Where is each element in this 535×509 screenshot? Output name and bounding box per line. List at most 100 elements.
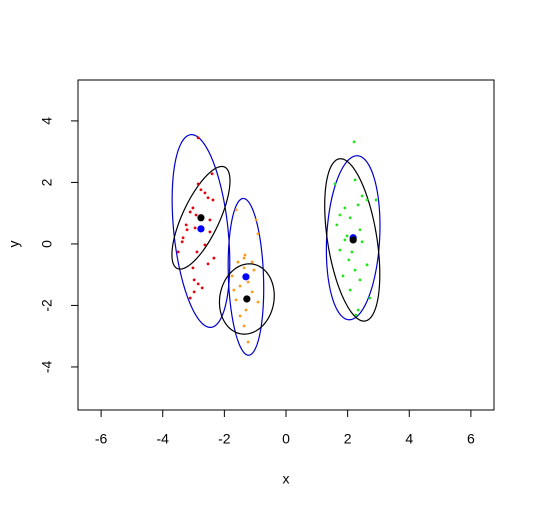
- x-tick-label: -4: [157, 431, 170, 447]
- point: [234, 208, 238, 212]
- point: [353, 178, 357, 182]
- y-tick-label: 2: [39, 178, 55, 186]
- y-tick-label: -4: [39, 361, 55, 374]
- point: [203, 191, 207, 195]
- point: [176, 250, 180, 254]
- point: [244, 308, 248, 312]
- point: [345, 234, 349, 238]
- x-tick-label: 2: [344, 431, 352, 447]
- point: [194, 213, 198, 217]
- point: [356, 203, 360, 207]
- point: [353, 268, 357, 272]
- y-axis-label: y: [6, 241, 22, 248]
- point: [191, 266, 195, 270]
- point: [333, 182, 337, 186]
- point: [193, 226, 197, 230]
- point: [243, 253, 247, 257]
- point: [335, 223, 339, 227]
- point: [242, 324, 246, 328]
- point: [238, 314, 242, 318]
- point: [203, 243, 207, 247]
- point: [360, 240, 364, 244]
- y-tick-label: -2: [39, 299, 55, 312]
- center-point: [242, 273, 250, 281]
- point: [232, 288, 236, 292]
- point: [196, 282, 200, 286]
- y-tick-label: 4: [39, 117, 55, 125]
- point: [360, 194, 364, 198]
- x-tick-label: 6: [467, 431, 475, 447]
- point: [208, 218, 212, 222]
- point: [236, 260, 240, 264]
- ellipse: [324, 158, 381, 322]
- point: [206, 196, 210, 200]
- x-tick-label: 4: [405, 431, 413, 447]
- plot-box: [77, 79, 495, 411]
- point: [246, 280, 250, 284]
- point: [196, 136, 200, 140]
- ellipse: [227, 197, 265, 356]
- point: [211, 198, 215, 202]
- point: [365, 198, 369, 202]
- point: [350, 250, 354, 254]
- point: [238, 284, 242, 288]
- center-point: [197, 214, 205, 222]
- point: [246, 340, 250, 344]
- point: [196, 182, 200, 186]
- x-axis-label: x: [283, 471, 290, 487]
- point: [188, 296, 192, 300]
- point: [354, 313, 358, 317]
- point: [185, 228, 189, 232]
- point: [356, 308, 360, 312]
- point: [184, 223, 188, 227]
- point: [212, 256, 216, 260]
- y-tick-label: 0: [39, 240, 55, 248]
- point: [256, 300, 260, 304]
- point: [250, 260, 254, 264]
- point: [338, 248, 342, 252]
- point: [242, 266, 246, 270]
- center-point: [197, 225, 205, 233]
- ellipse: [171, 134, 231, 328]
- point: [200, 286, 204, 290]
- point: [250, 290, 254, 294]
- point: [347, 258, 351, 262]
- center-point: [243, 295, 251, 303]
- point: [191, 206, 195, 210]
- point: [343, 206, 347, 210]
- point: [252, 268, 256, 272]
- point: [195, 250, 199, 254]
- point: [181, 236, 185, 240]
- point: [199, 188, 203, 192]
- point: [341, 274, 345, 278]
- point: [358, 278, 362, 282]
- point: [358, 228, 362, 232]
- ellipse: [325, 155, 381, 321]
- point: [192, 278, 196, 282]
- point: [374, 198, 378, 202]
- point: [348, 216, 352, 220]
- point: [254, 218, 258, 222]
- point: [192, 290, 196, 294]
- x-tick-label: -2: [218, 431, 231, 447]
- ellipse: [218, 263, 275, 335]
- point: [256, 232, 260, 236]
- point: [206, 262, 210, 266]
- point: [234, 298, 238, 302]
- center-point: [349, 236, 357, 244]
- point: [230, 274, 234, 278]
- point: [188, 210, 192, 214]
- point: [368, 296, 372, 300]
- x-tick-label: -6: [95, 431, 108, 447]
- point: [208, 230, 212, 234]
- point: [348, 288, 352, 292]
- point: [352, 140, 356, 144]
- point: [365, 263, 369, 267]
- x-tick-label: 0: [282, 431, 290, 447]
- point: [338, 213, 342, 217]
- point: [180, 240, 184, 244]
- ellipse: [171, 165, 231, 270]
- point: [343, 238, 347, 242]
- point: [210, 172, 214, 176]
